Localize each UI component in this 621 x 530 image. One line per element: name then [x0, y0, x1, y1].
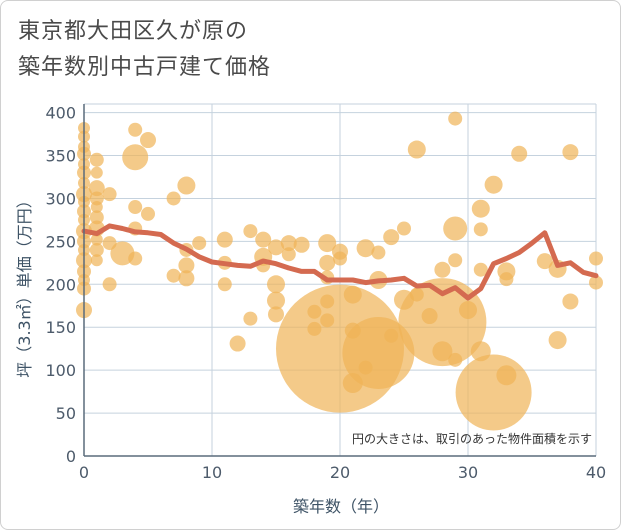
bubble-point — [448, 352, 463, 367]
bubble-point — [141, 206, 155, 221]
bubble-point — [318, 234, 337, 253]
bubble-point — [102, 187, 117, 202]
bubble-point — [589, 251, 603, 266]
bubble-point — [496, 365, 517, 386]
bubble-point — [280, 235, 297, 252]
y-tick-label: 250 — [45, 232, 76, 251]
bubble-point — [255, 231, 272, 248]
bubble-point — [243, 224, 258, 239]
x-axis-label: 築年数（年） — [293, 497, 389, 516]
bubble-point — [319, 254, 336, 271]
bubble-point — [267, 291, 285, 310]
axes — [83, 104, 596, 457]
bubble-point — [268, 239, 284, 256]
y-tick-label: 0 — [66, 447, 76, 466]
bubble-point — [89, 191, 104, 206]
bubble-point — [90, 201, 103, 214]
bubble-series — [76, 111, 603, 431]
bubble-point — [140, 132, 156, 149]
bubble-point — [178, 270, 195, 287]
bubble-point — [88, 180, 105, 197]
chart-title: 東京都大田区久が原の 築年数別中古戸建て価格 — [18, 19, 272, 80]
y-tick-label: 350 — [45, 147, 76, 166]
bubble-point — [511, 145, 528, 162]
bubble-point — [562, 144, 579, 161]
bubble-point — [384, 328, 399, 343]
bubble-point — [102, 277, 117, 292]
bubble-point — [589, 275, 603, 290]
bubble-point — [536, 253, 553, 270]
bubble-point — [192, 236, 207, 251]
trend-line — [81, 223, 599, 301]
bubble-point — [216, 231, 233, 248]
bubble-point — [448, 111, 463, 126]
bubble-point — [397, 221, 411, 236]
bubble-point — [90, 254, 103, 267]
x-tick-label: 10 — [202, 463, 222, 482]
bubble-point — [473, 262, 488, 277]
x-tick-label: 30 — [458, 463, 478, 482]
y-tick-label: 100 — [45, 361, 76, 380]
bubble-point — [122, 144, 149, 171]
bubble-point — [499, 272, 514, 287]
x-tick-label: 20 — [330, 463, 350, 482]
bubble-point — [455, 354, 532, 431]
bubble-point — [268, 306, 284, 323]
bubble-point — [333, 251, 347, 266]
x-tick-label: 40 — [586, 463, 606, 482]
bubble-point — [293, 236, 310, 253]
bubble-point — [473, 222, 488, 237]
bubble-point — [128, 122, 143, 137]
bubble-point — [548, 331, 567, 350]
bubble-point — [343, 285, 362, 304]
bubble-point — [471, 199, 490, 218]
y-tick-label: 300 — [45, 189, 76, 208]
bubble-point — [434, 261, 451, 278]
bubble-point — [90, 233, 103, 246]
bubble-point — [243, 311, 258, 326]
bubble-point — [407, 140, 426, 159]
bubble-size-note: 円の大きさは、取引のあった物件面積を示す — [352, 431, 592, 446]
y-tick-label: 200 — [45, 275, 76, 294]
bubble-point — [177, 176, 196, 195]
bubble-point — [178, 257, 195, 274]
bubble-point — [90, 166, 103, 179]
bubble-point — [398, 278, 487, 367]
bubble-point — [128, 251, 143, 266]
bubble-point — [281, 247, 296, 262]
bubble-point — [371, 245, 386, 260]
bubble-point — [432, 341, 453, 362]
bubble-point — [383, 229, 400, 246]
bubble-point — [229, 335, 246, 352]
bubble-point — [89, 210, 104, 225]
bubble-point — [128, 200, 143, 215]
bubble-point — [89, 152, 104, 167]
bubble-point — [448, 253, 463, 268]
y-tick-label: 150 — [45, 318, 76, 337]
bubble-point — [356, 239, 375, 258]
tick-labels: 0 50 100 150 200 250 300 350 400 0 10 20 30 40 — [45, 104, 606, 482]
y-tick-label: 400 — [45, 104, 76, 123]
bubble-point — [89, 242, 104, 257]
bubble-point — [562, 293, 579, 310]
bubble-point — [443, 216, 468, 241]
y-axis-label: 坪（3.3㎡）単価（万円） — [15, 192, 34, 377]
bubble-point — [217, 277, 232, 292]
bubble-point — [166, 268, 181, 283]
bubble-point — [267, 275, 285, 294]
bubble-point — [166, 191, 181, 206]
y-tick-label: 50 — [56, 404, 76, 423]
bubble-point — [459, 301, 477, 320]
bubble-point — [484, 175, 503, 194]
x-tick-label: 0 — [79, 463, 89, 482]
